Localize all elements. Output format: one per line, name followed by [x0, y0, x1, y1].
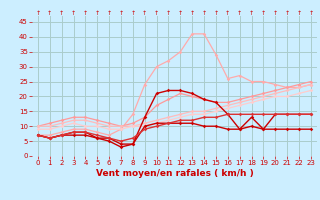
- X-axis label: Vent moyen/en rafales ( km/h ): Vent moyen/en rafales ( km/h ): [96, 169, 253, 178]
